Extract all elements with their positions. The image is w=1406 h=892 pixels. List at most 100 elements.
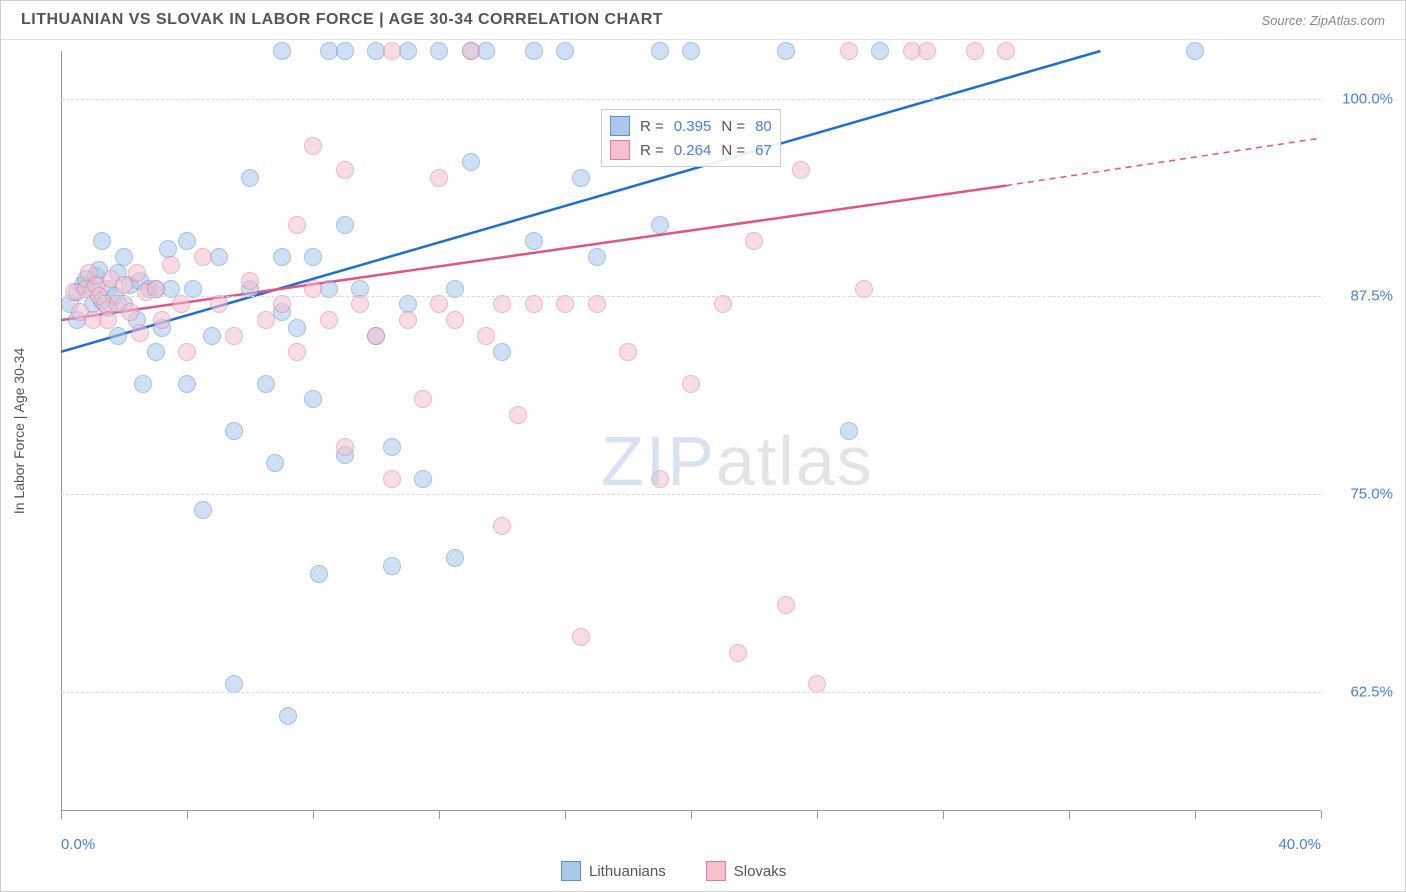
data-point xyxy=(336,42,354,60)
data-point xyxy=(194,248,212,266)
data-point xyxy=(304,280,322,298)
data-point xyxy=(966,42,984,60)
gridline xyxy=(61,692,1321,693)
data-point xyxy=(493,295,511,313)
data-point xyxy=(399,42,417,60)
stats-row: R = 0.395 N = 80 xyxy=(610,114,772,138)
data-point xyxy=(777,596,795,614)
data-point xyxy=(178,232,196,250)
data-point xyxy=(115,248,133,266)
data-point xyxy=(430,42,448,60)
y-axis-label: In Labor Force | Age 30-34 xyxy=(11,348,27,514)
legend-swatch xyxy=(561,861,581,881)
y-tick-label: 62.5% xyxy=(1350,684,1393,701)
data-point xyxy=(279,707,297,725)
data-point xyxy=(210,248,228,266)
x-tick xyxy=(1069,811,1070,819)
data-point xyxy=(336,161,354,179)
x-tick xyxy=(565,811,566,819)
data-point xyxy=(997,42,1015,60)
data-point xyxy=(109,327,127,345)
data-point xyxy=(336,216,354,234)
data-point xyxy=(446,311,464,329)
x-tick xyxy=(943,811,944,819)
data-point xyxy=(99,311,117,329)
data-point xyxy=(871,42,889,60)
data-point xyxy=(525,42,543,60)
gridline xyxy=(61,99,1321,100)
stats-n-label: N = xyxy=(721,118,745,135)
data-point xyxy=(840,42,858,60)
data-point xyxy=(225,422,243,440)
data-point xyxy=(383,438,401,456)
stats-r-label: R = xyxy=(640,142,664,159)
data-point xyxy=(288,216,306,234)
data-point xyxy=(241,169,259,187)
data-point xyxy=(729,644,747,662)
x-tick xyxy=(1195,811,1196,819)
data-point xyxy=(651,470,669,488)
data-point xyxy=(266,454,284,472)
data-point xyxy=(855,280,873,298)
data-point xyxy=(430,295,448,313)
data-point xyxy=(320,280,338,298)
data-point xyxy=(619,343,637,361)
data-point xyxy=(399,311,417,329)
data-point xyxy=(351,295,369,313)
data-point xyxy=(777,42,795,60)
data-point xyxy=(477,327,495,345)
data-point xyxy=(121,303,139,321)
data-point xyxy=(241,272,259,290)
x-tick xyxy=(61,811,62,819)
x-axis-max-label: 40.0% xyxy=(1278,836,1321,853)
data-point xyxy=(556,42,574,60)
data-point xyxy=(414,470,432,488)
data-point xyxy=(257,375,275,393)
data-point xyxy=(134,375,152,393)
chart-header: LITHUANIAN VS SLOVAK IN LABOR FORCE | AG… xyxy=(1,1,1405,40)
data-point xyxy=(128,264,146,282)
data-point xyxy=(304,137,322,155)
stats-r-label: R = xyxy=(640,118,664,135)
stats-n-value: 80 xyxy=(755,118,772,135)
data-point xyxy=(257,311,275,329)
data-point xyxy=(462,42,480,60)
data-point xyxy=(162,256,180,274)
data-point xyxy=(651,216,669,234)
data-point xyxy=(1186,42,1204,60)
plot-area: In Labor Force | Age 30-34 ZIPatlas R =0… xyxy=(61,51,1321,811)
legend-label: Lithuanians xyxy=(589,863,666,880)
data-point xyxy=(493,343,511,361)
data-point xyxy=(210,295,228,313)
data-point xyxy=(682,375,700,393)
data-point xyxy=(184,280,202,298)
legend-label: Slovaks xyxy=(734,863,787,880)
data-point xyxy=(840,422,858,440)
stats-box: R =0.395N =80R =0.264N =67 xyxy=(601,109,781,167)
stats-r-value: 0.395 xyxy=(674,118,712,135)
data-point xyxy=(493,517,511,535)
data-point xyxy=(225,327,243,345)
data-point xyxy=(477,42,495,60)
x-tick xyxy=(313,811,314,819)
data-point xyxy=(430,169,448,187)
data-point xyxy=(147,343,165,361)
data-point xyxy=(792,161,810,179)
data-point xyxy=(225,675,243,693)
data-point xyxy=(336,438,354,456)
gridline xyxy=(61,296,1321,297)
data-point xyxy=(808,675,826,693)
data-point xyxy=(745,232,763,250)
stats-n-label: N = xyxy=(721,142,745,159)
data-point xyxy=(525,232,543,250)
stats-swatch xyxy=(610,116,630,136)
data-point xyxy=(383,557,401,575)
y-tick-label: 75.0% xyxy=(1350,486,1393,503)
data-point xyxy=(147,280,165,298)
data-point xyxy=(588,248,606,266)
data-point xyxy=(572,169,590,187)
data-point xyxy=(446,549,464,567)
x-tick xyxy=(1321,811,1322,819)
data-point xyxy=(556,295,574,313)
data-point xyxy=(310,565,328,583)
